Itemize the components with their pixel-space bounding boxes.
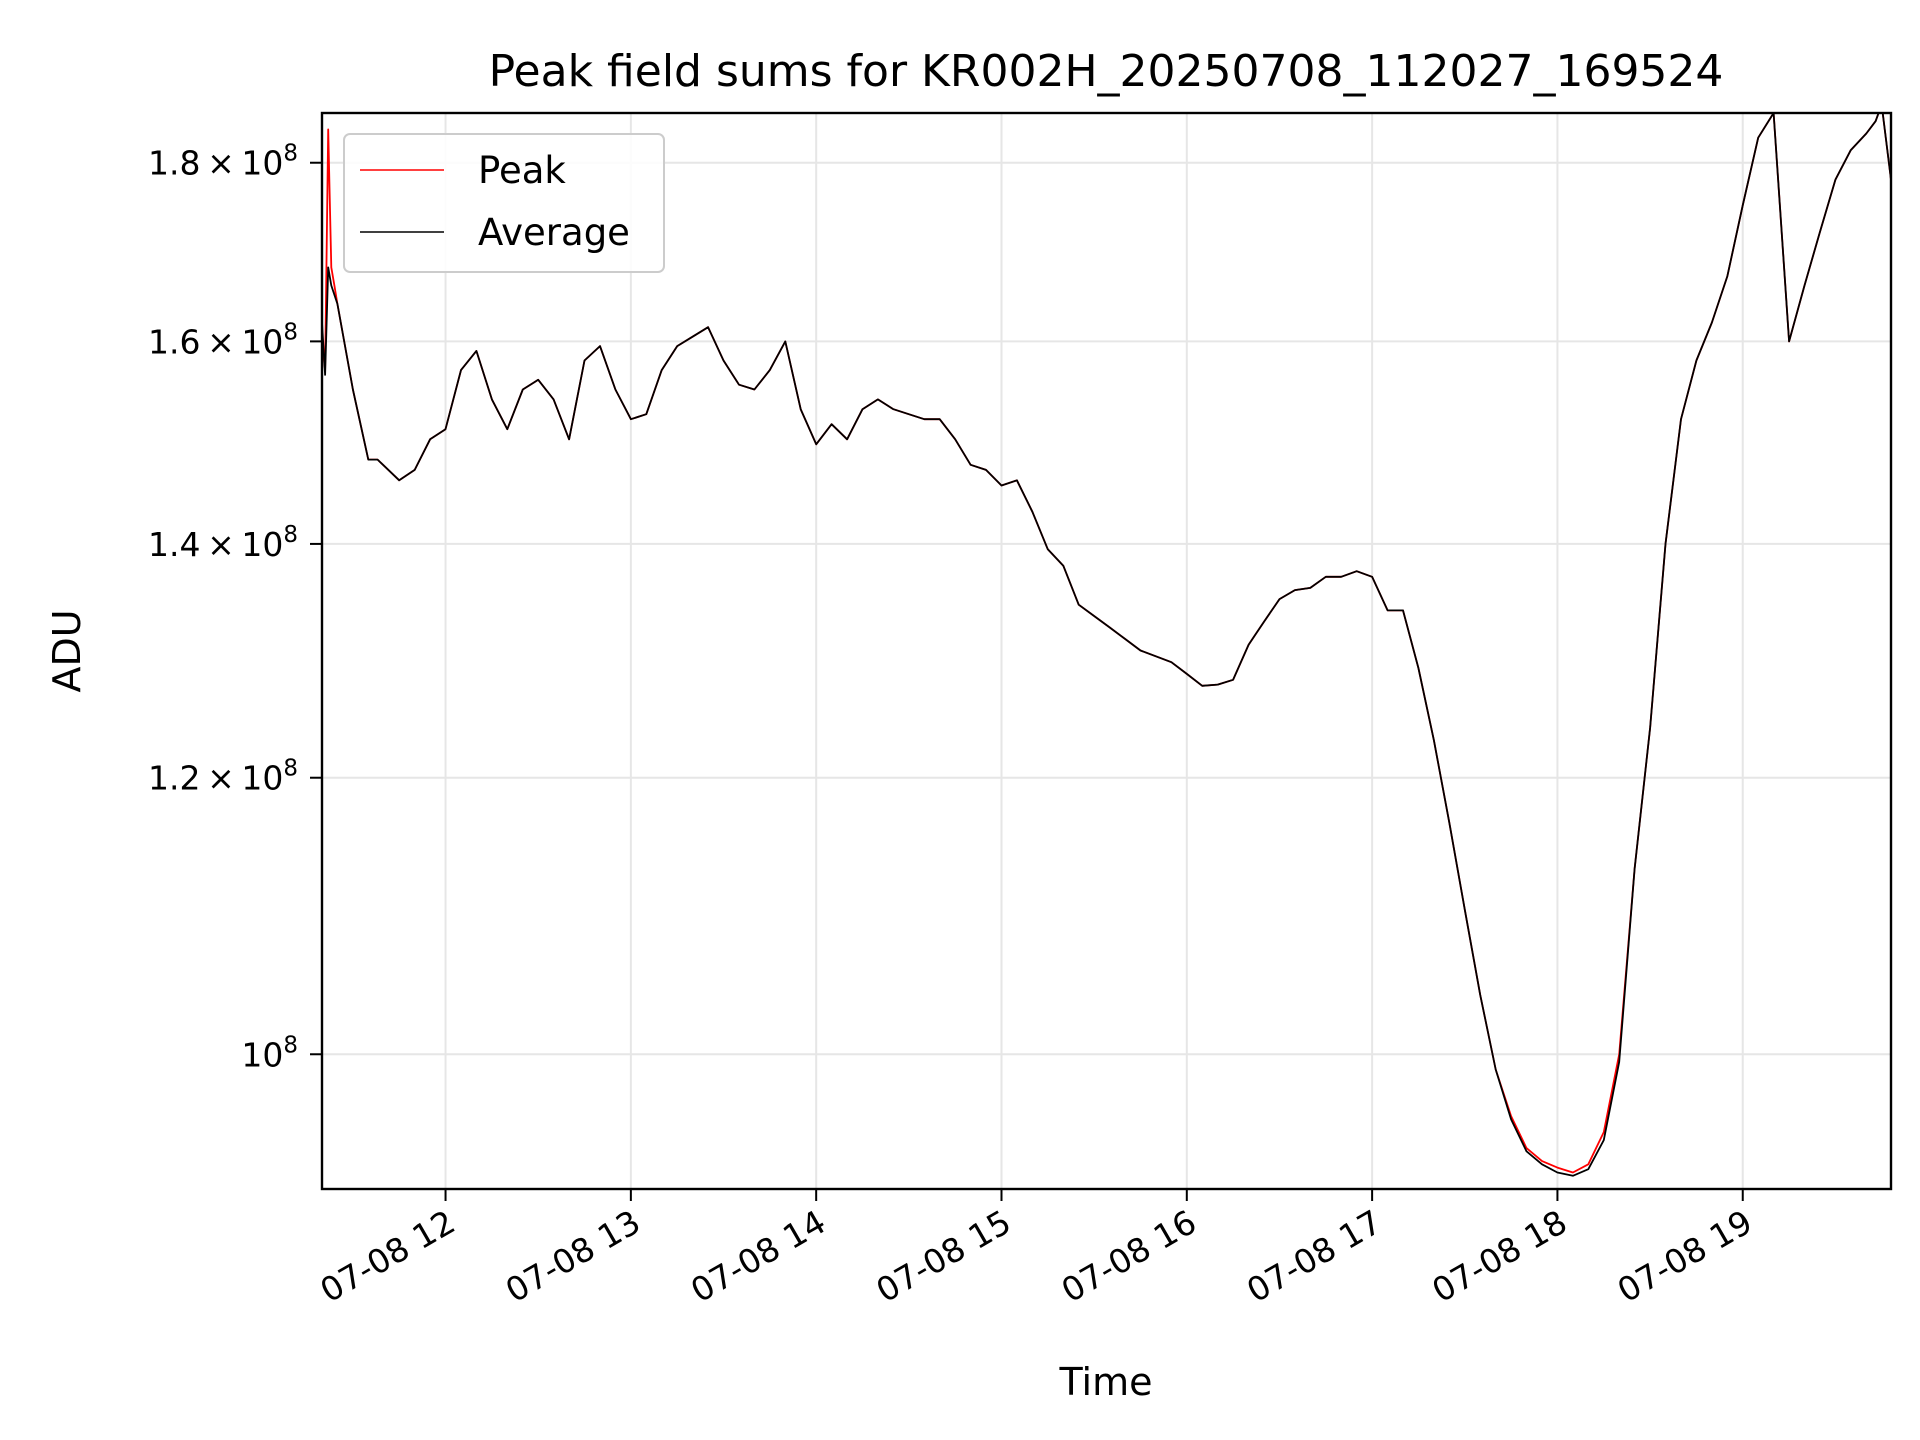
y-tick-label: 1.4 × 108 <box>148 522 298 564</box>
legend: Peak Average <box>343 133 665 273</box>
x-tick-label: 07-08 14 <box>684 1202 832 1310</box>
x-tick-label: 07-08 15 <box>869 1202 1017 1310</box>
x-tick-label: 07-08 12 <box>314 1202 462 1310</box>
legend-label-peak: Peak <box>478 149 566 192</box>
plot-frame <box>320 111 1893 1191</box>
axis-ticks: 07-08 12 07-08 13 07-08 14 07-08 15 07-08 16… <box>148 141 1759 1310</box>
x-tick-label: 07-08 13 <box>499 1202 647 1310</box>
x-tick-label: 07-08 16 <box>1055 1202 1203 1310</box>
y-tick-label: 1.2 × 108 <box>148 756 298 798</box>
x-tick-label: 07-08 19 <box>1611 1202 1759 1310</box>
legend-box <box>343 133 665 273</box>
y-tick-label: 1.8 × 108 <box>148 141 298 183</box>
chart-title: Peak field sums for KR002H_20250708_1120… <box>489 46 1724 97</box>
grid <box>322 113 1891 1189</box>
legend-label-average: Average <box>478 211 630 254</box>
y-axis-label: ADU <box>45 609 89 692</box>
y-tick-label: 1.6 × 108 <box>148 319 298 361</box>
series-lines <box>322 113 1891 1177</box>
x-tick-label: 07-08 18 <box>1425 1202 1573 1310</box>
x-axis-label: Time <box>1059 1360 1153 1404</box>
series-line-average <box>322 113 1891 1177</box>
x-tick-label: 07-08 17 <box>1240 1202 1388 1310</box>
y-tick-label: 108 <box>241 1032 298 1074</box>
